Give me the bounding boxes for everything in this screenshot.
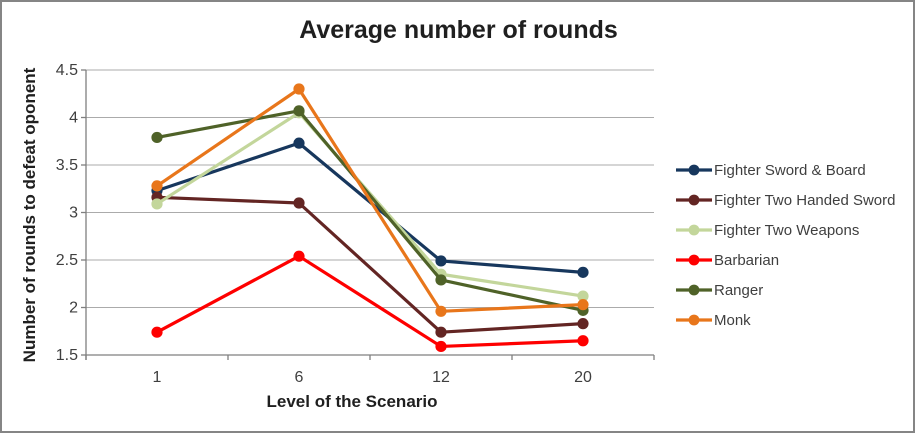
series-line-barbarian[interactable] [155, 254, 585, 349]
legend-line-marker-icon [676, 224, 712, 236]
legend-line-marker-icon [676, 314, 712, 326]
x-tick-label: 1 [153, 369, 162, 386]
legend-item[interactable]: Fighter Sword & Board [676, 155, 912, 185]
data-point-fighter-two-weapons[interactable] [577, 290, 589, 302]
legend-line-marker-icon [676, 194, 712, 206]
y-tick-label: 2.5 [56, 252, 78, 269]
series-line-ranger[interactable] [155, 109, 585, 312]
legend-item[interactable]: Monk [676, 305, 912, 335]
y-tick-label: 1.5 [56, 347, 78, 364]
data-point-fighter-sword-board[interactable] [293, 137, 305, 149]
data-point-ranger[interactable] [293, 105, 305, 117]
legend-item[interactable]: Barbarian [676, 245, 912, 275]
data-point-barbarian[interactable] [151, 326, 163, 338]
x-tick-label: 12 [432, 369, 450, 386]
x-tick-label: 20 [574, 369, 592, 386]
chart-title: Average number of rounds [299, 16, 618, 44]
legend-label: Fighter Two Weapons [714, 221, 860, 239]
data-point-barbarian[interactable] [435, 340, 447, 353]
legend-item[interactable]: Ranger [676, 275, 912, 305]
y-tick-label: 4 [69, 110, 78, 127]
data-point-fighter-two-handed-sword[interactable] [435, 326, 447, 338]
data-point-ranger[interactable] [435, 274, 447, 286]
x-axis-title: Level of the Scenario [266, 392, 438, 411]
y-tick-label: 3.5 [56, 157, 78, 174]
legend-line-marker-icon [676, 284, 712, 296]
series-line-fighter-two-handed-sword[interactable] [155, 195, 585, 334]
data-point-monk[interactable] [577, 299, 589, 311]
legend-label: Barbarian [714, 251, 780, 269]
data-point-fighter-two-handed-sword[interactable] [293, 197, 305, 209]
data-point-monk[interactable] [151, 180, 163, 192]
legend-line-marker-icon [676, 254, 712, 266]
legend-label: Fighter Two Handed Sword [714, 191, 896, 209]
data-point-barbarian[interactable] [293, 250, 305, 262]
data-point-fighter-two-handed-sword[interactable] [577, 318, 589, 330]
data-point-ranger[interactable] [151, 131, 163, 144]
data-point-monk[interactable] [293, 83, 305, 95]
x-tick-label: 6 [295, 369, 304, 386]
data-point-barbarian[interactable] [577, 335, 589, 347]
legend: Fighter Sword & Board Fighter Two Handed… [676, 155, 912, 335]
data-point-fighter-two-weapons[interactable] [151, 198, 163, 210]
legend-label: Ranger [714, 281, 764, 299]
data-point-fighter-sword-board[interactable] [577, 266, 589, 278]
legend-item[interactable]: Fighter Two Handed Sword [676, 185, 912, 215]
legend-label: Fighter Sword & Board [714, 161, 866, 179]
y-tick-label: 4.5 [56, 62, 78, 79]
data-point-fighter-sword-board[interactable] [435, 255, 447, 267]
legend-line-marker-icon [676, 164, 712, 176]
y-tick-label: 3 [69, 205, 78, 222]
data-point-monk[interactable] [435, 305, 447, 317]
legend-label: Monk [714, 311, 751, 329]
y-tick-label: 2 [69, 300, 78, 317]
series-line-monk[interactable] [155, 87, 585, 313]
legend-item[interactable]: Fighter Two Weapons [676, 215, 912, 245]
